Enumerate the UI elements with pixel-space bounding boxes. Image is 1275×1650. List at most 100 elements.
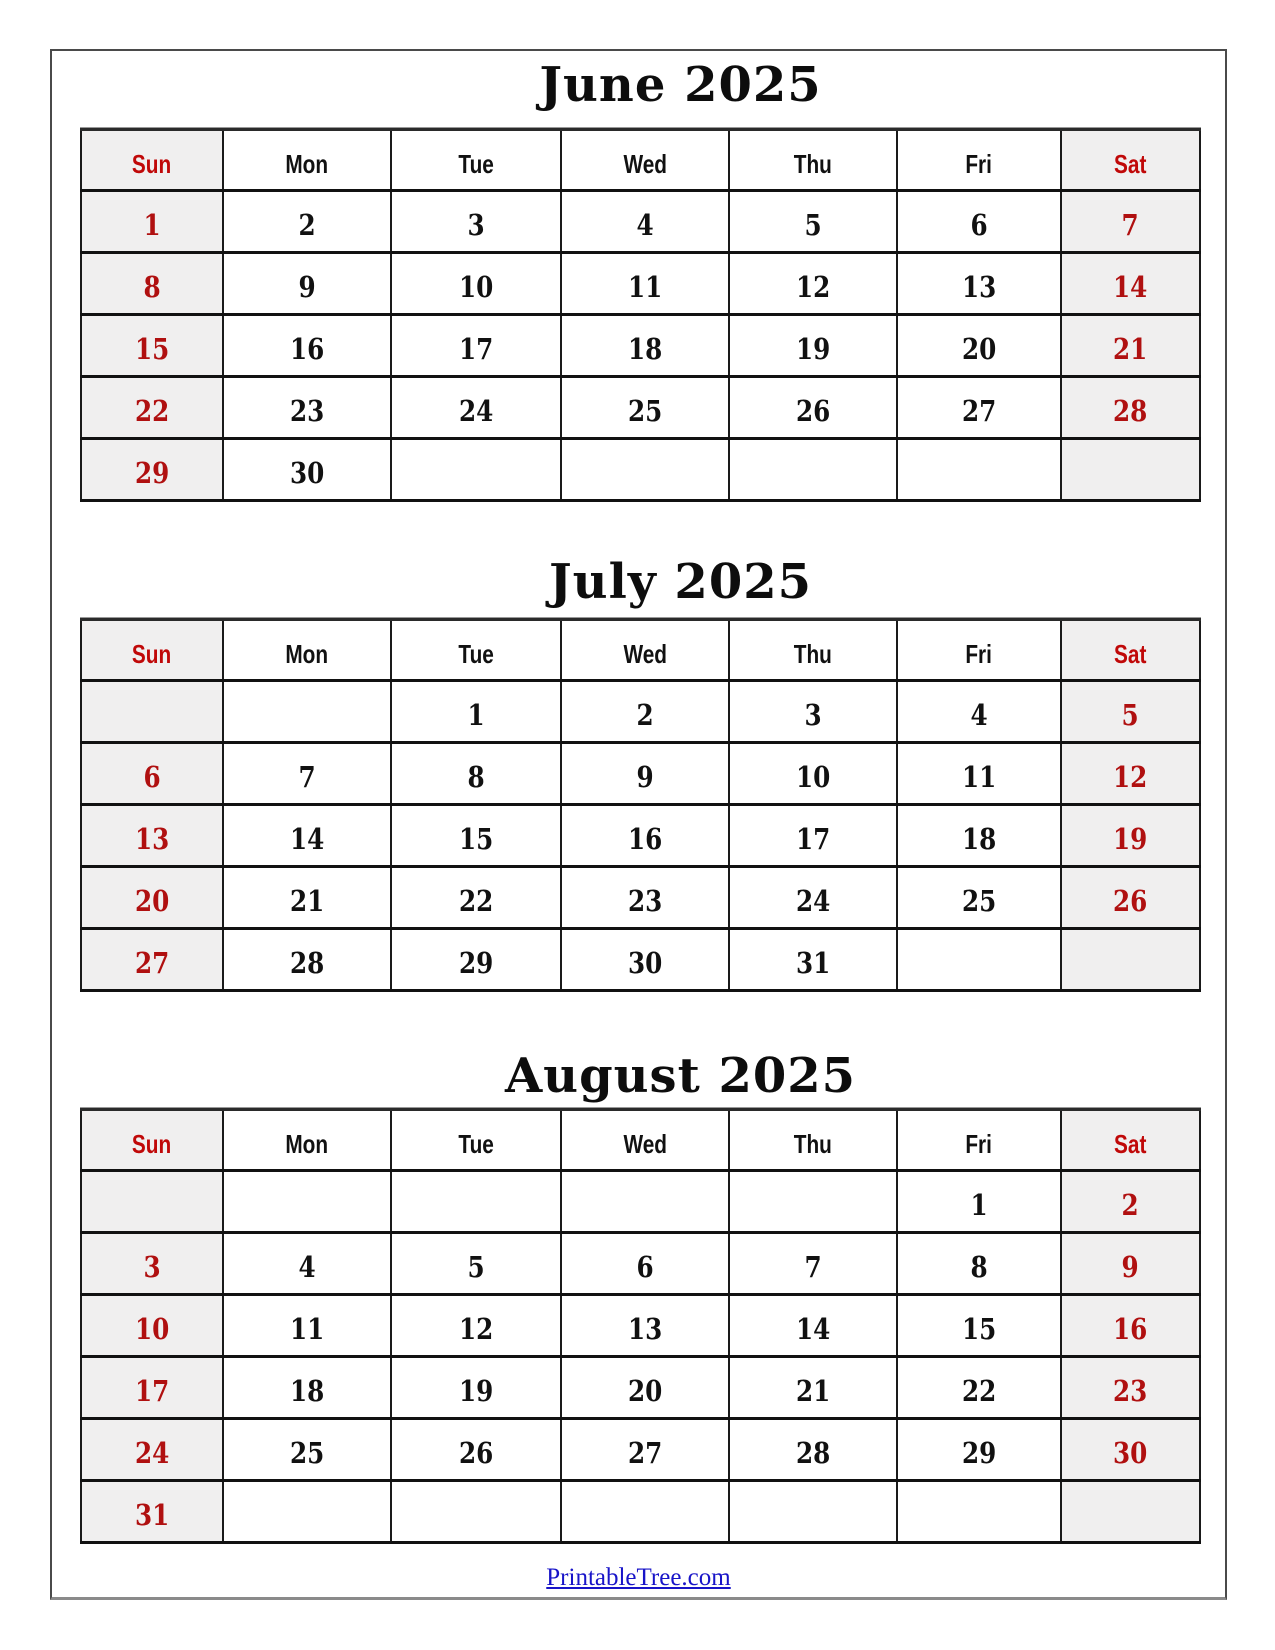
day-number: 23 — [289, 394, 325, 428]
day-number: 10 — [458, 270, 494, 304]
day-cell-24: 24 — [390, 376, 562, 440]
day-number: 2 — [636, 698, 654, 732]
day-number: 8 — [467, 760, 485, 794]
day-number: 24 — [458, 394, 494, 428]
day-number: 13 — [961, 270, 997, 304]
day-cell-26: 26 — [390, 1418, 562, 1482]
day-cell-3: 3 — [390, 190, 562, 254]
day-cell-6: 6 — [896, 190, 1062, 254]
week-row: 1 2 3 4 5 6 7 — [80, 190, 1201, 254]
day-cell-15: 15 — [390, 804, 562, 868]
day-number: 3 — [804, 698, 822, 732]
day-cell-21: 21 — [222, 866, 392, 930]
day-cell-empty — [560, 1480, 730, 1544]
weekday-label: Mon — [285, 639, 329, 669]
weekday-header-row: Sun Mon Tue Wed Thu Fri Sat — [80, 1109, 1201, 1172]
day-number: 28 — [795, 1436, 831, 1470]
day-number: 6 — [636, 1250, 654, 1284]
day-cell-15: 15 — [896, 1294, 1062, 1358]
weekday-header-thu: Thu — [728, 129, 898, 192]
day-cell-empty — [222, 680, 392, 744]
day-cell-12: 12 — [728, 252, 898, 316]
day-number: 20 — [961, 332, 997, 366]
day-cell-14: 14 — [728, 1294, 898, 1358]
day-number: 21 — [795, 1374, 831, 1408]
day-number: 1 — [143, 208, 161, 242]
day-number: 5 — [467, 1250, 485, 1284]
day-cell-2: 2 — [1060, 1170, 1201, 1234]
day-cell-25: 25 — [222, 1418, 392, 1482]
weekday-label: Sun — [132, 639, 172, 669]
day-number: 13 — [627, 1312, 663, 1346]
weekday-header-tue: Tue — [390, 129, 562, 192]
day-cell-10: 10 — [728, 742, 898, 806]
weekday-label: Tue — [458, 639, 494, 669]
day-number: 31 — [795, 946, 831, 980]
day-number: 29 — [458, 946, 494, 980]
day-cell-21: 21 — [728, 1356, 898, 1420]
day-cell-7: 7 — [1060, 190, 1201, 254]
day-cell-16: 16 — [560, 804, 730, 868]
day-number: 10 — [134, 1312, 170, 1346]
day-cell-empty — [728, 1480, 898, 1544]
day-cell-27: 27 — [896, 376, 1062, 440]
day-cell-empty — [1060, 1480, 1201, 1544]
day-cell-18: 18 — [222, 1356, 392, 1420]
weekday-label: Sun — [132, 1129, 172, 1159]
day-cell-empty — [390, 438, 562, 502]
day-number: 30 — [1113, 1436, 1148, 1470]
day-cell-17: 17 — [728, 804, 898, 868]
day-cell-24: 24 — [728, 866, 898, 930]
day-cell-empty — [1060, 438, 1201, 502]
day-number: 21 — [289, 884, 325, 918]
day-number: 14 — [1113, 270, 1148, 304]
day-cell-30: 30 — [1060, 1418, 1201, 1482]
day-number: 18 — [961, 822, 997, 856]
printabletree-link[interactable]: PrintableTree.com — [546, 1564, 731, 1591]
day-number: 12 — [1113, 760, 1148, 794]
day-cell-17: 17 — [80, 1356, 224, 1420]
day-cell-empty — [390, 1480, 562, 1544]
weekday-header-wed: Wed — [560, 129, 730, 192]
day-number: 12 — [795, 270, 831, 304]
weekday-header-sun: Sun — [80, 129, 224, 192]
day-number: 6 — [143, 760, 161, 794]
day-cell-23: 23 — [222, 376, 392, 440]
august-calendar-table: Sun Mon Tue Wed Thu Fri Sat 1 2 3 4 5 6 7 8 9 10 11 12 13 1… — [80, 1108, 1201, 1544]
day-cell-3: 3 — [728, 680, 898, 744]
weekday-header-sun: Sun — [80, 1109, 224, 1172]
day-number: 2 — [1121, 1188, 1140, 1222]
day-cell-empty — [80, 1170, 224, 1234]
day-cell-1: 1 — [80, 190, 224, 254]
day-cell-29: 29 — [390, 928, 562, 992]
weekday-label: Wed — [623, 1129, 667, 1159]
day-cell-13: 13 — [560, 1294, 730, 1358]
weekday-header-fri: Fri — [896, 1109, 1062, 1172]
day-number: 8 — [970, 1250, 988, 1284]
week-row: 3 4 5 6 7 8 9 — [80, 1232, 1201, 1296]
day-number: 5 — [804, 208, 822, 242]
weekday-header-mon: Mon — [222, 129, 392, 192]
day-cell-19: 19 — [1060, 804, 1201, 868]
weekday-label: Sat — [1114, 1129, 1147, 1159]
weekday-header-sat: Sat — [1060, 1109, 1201, 1172]
day-cell-30: 30 — [222, 438, 392, 502]
day-cell-20: 20 — [80, 866, 224, 930]
day-cell-19: 19 — [390, 1356, 562, 1420]
footer: PrintableTree.com — [52, 1564, 1225, 1592]
day-number: 16 — [1113, 1312, 1148, 1346]
day-cell-empty — [222, 1170, 392, 1234]
weekday-header-sat: Sat — [1060, 619, 1201, 682]
week-row: 20 21 22 23 24 25 26 — [80, 866, 1201, 930]
day-cell-empty — [560, 438, 730, 502]
day-cell-13: 13 — [896, 252, 1062, 316]
day-number: 19 — [795, 332, 831, 366]
day-cell-10: 10 — [390, 252, 562, 316]
weekday-label: Tue — [458, 149, 494, 179]
day-number: 13 — [134, 822, 170, 856]
day-number: 17 — [458, 332, 494, 366]
day-cell-15: 15 — [80, 314, 224, 378]
day-number: 22 — [134, 394, 170, 428]
day-cell-4: 4 — [896, 680, 1062, 744]
